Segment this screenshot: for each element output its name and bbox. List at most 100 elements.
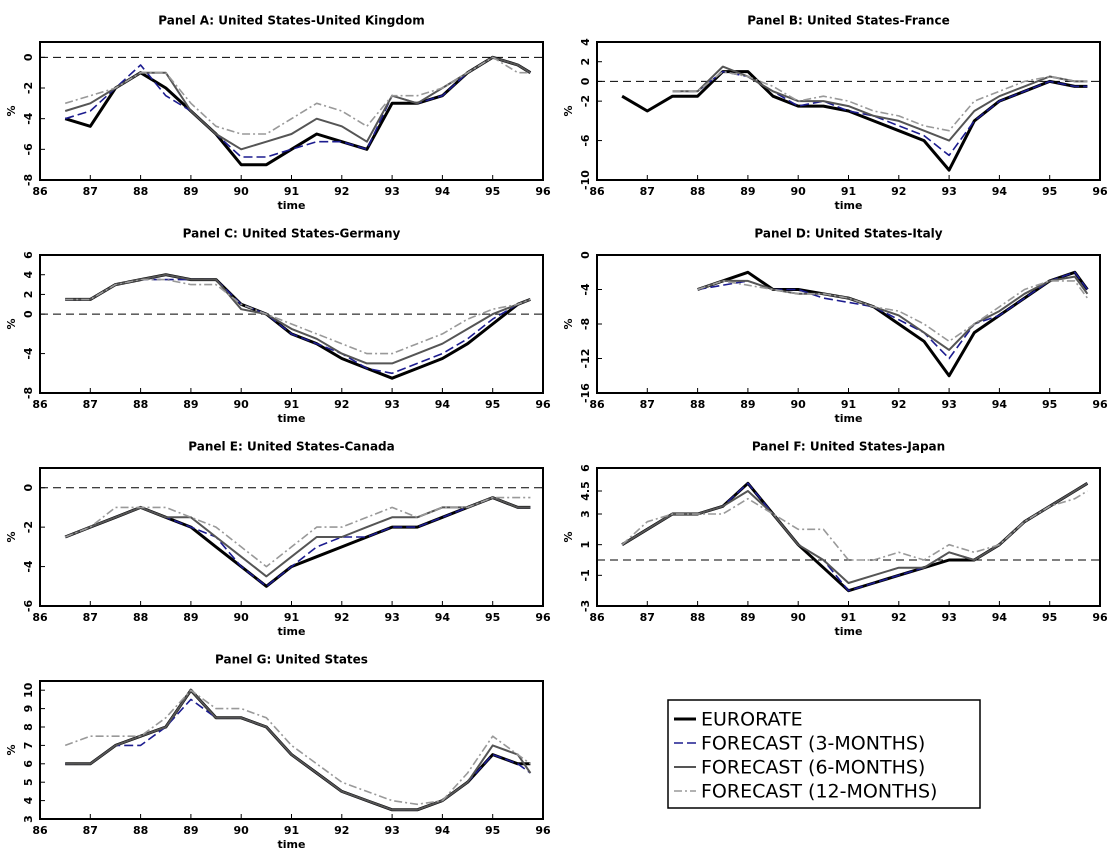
- x-tick-label: 87: [640, 185, 655, 198]
- series-line: [65, 273, 531, 365]
- x-tick-label: 86: [32, 611, 48, 624]
- y-tick-label: -4: [22, 560, 35, 573]
- y-tick-label: 6: [22, 251, 35, 259]
- x-tick-label: 94: [992, 185, 1008, 198]
- y-tick-label: 0: [579, 77, 592, 85]
- x-tick-label: 90: [791, 611, 807, 624]
- series-line: [64, 689, 531, 806]
- x-tick-label: 89: [740, 611, 755, 624]
- x-tick-label: 93: [384, 398, 399, 411]
- x-tick-label: 86: [589, 398, 605, 411]
- y-tick-label: 0: [22, 53, 35, 61]
- x-tick-label: 88: [690, 611, 705, 624]
- x-tick-label: 94: [435, 611, 451, 624]
- legend-label: FORECAST (6-MONTHS): [701, 757, 925, 779]
- x-tick-label: 87: [640, 398, 655, 411]
- y-axis-label: %: [5, 531, 18, 542]
- y-tick-label: -10: [579, 170, 592, 190]
- x-tick-label: 95: [485, 398, 500, 411]
- y-tick-label: 0: [22, 484, 35, 492]
- x-tick-label: 94: [435, 824, 451, 837]
- x-tick-label: 90: [234, 824, 250, 837]
- x-tick-label: 91: [284, 611, 299, 624]
- series-line: [65, 278, 531, 375]
- x-tick-label: 93: [384, 185, 399, 198]
- x-tick-label: 86: [589, 185, 605, 198]
- x-axis-label: time: [278, 625, 306, 638]
- x-tick-label: 91: [284, 185, 299, 198]
- x-tick-label: 90: [791, 185, 807, 198]
- x-tick-label: 89: [740, 185, 755, 198]
- y-tick-label: -2: [579, 95, 592, 107]
- y-tick-label: -4: [579, 283, 592, 296]
- y-tick-label: 9: [22, 705, 35, 713]
- panel-title: Panel A: United States-United Kingdom: [158, 14, 424, 28]
- x-tick-label: 88: [133, 398, 148, 411]
- x-tick-label: 87: [83, 185, 98, 198]
- x-tick-label: 88: [690, 398, 705, 411]
- x-tick-label: 88: [133, 824, 148, 837]
- x-tick-label: 95: [485, 185, 500, 198]
- x-tick-label: 94: [992, 398, 1008, 411]
- plot-frame: [596, 254, 1101, 394]
- x-tick-label: 88: [133, 185, 148, 198]
- x-tick-label: 93: [941, 611, 956, 624]
- x-tick-label: 89: [183, 398, 198, 411]
- y-tick-label: 0: [22, 310, 35, 318]
- x-tick-label: 95: [485, 611, 500, 624]
- x-tick-label: 94: [992, 611, 1008, 624]
- y-tick-label: -6: [22, 143, 35, 156]
- y-tick-label: -4: [22, 347, 35, 360]
- y-tick-label: 6: [579, 464, 592, 472]
- legend-label: EURORATE: [701, 709, 803, 731]
- x-tick-label: 87: [83, 824, 98, 837]
- series-line: [65, 278, 531, 355]
- x-tick-label: 93: [384, 824, 399, 837]
- series-line: [64, 56, 531, 135]
- x-tick-label: 95: [1042, 185, 1057, 198]
- series-line: [672, 70, 1088, 132]
- x-axis-label: time: [278, 838, 306, 848]
- series-line: [697, 271, 1089, 360]
- x-tick-label: 90: [791, 398, 807, 411]
- y-tick-label: 1: [579, 541, 592, 549]
- y-tick-label: 10: [22, 682, 35, 698]
- x-tick-label: 87: [83, 611, 98, 624]
- x-tick-label: 90: [234, 185, 250, 198]
- y-tick-label: -1: [579, 569, 592, 581]
- x-tick-label: 96: [535, 185, 551, 198]
- series-line: [621, 70, 1088, 172]
- x-tick-label: 91: [841, 398, 856, 411]
- x-tick-label: 92: [891, 611, 906, 624]
- series-line: [697, 275, 1089, 351]
- legend-box: [667, 699, 981, 809]
- x-tick-label: 86: [32, 185, 48, 198]
- y-tick-label: -6: [579, 134, 592, 147]
- y-tick-label: -4: [22, 112, 35, 125]
- y-tick-label: 4.5: [579, 481, 592, 501]
- y-axis-label: %: [5, 318, 18, 329]
- series-line: [697, 270, 1089, 378]
- series-line: [621, 490, 1088, 561]
- panel-title: Panel E: United States-Canada: [188, 440, 394, 454]
- panel-title: Panel D: United States-Italy: [754, 227, 942, 241]
- legend-label: FORECAST (3-MONTHS): [701, 733, 925, 755]
- panel-title: Panel B: United States-France: [747, 14, 949, 28]
- x-axis-label: time: [835, 199, 863, 212]
- x-tick-label: 89: [740, 398, 755, 411]
- x-tick-label: 89: [183, 824, 198, 837]
- plot-frame: [596, 41, 1101, 181]
- y-tick-label: 2: [579, 58, 592, 66]
- y-tick-label: 0: [579, 251, 592, 259]
- series-line: [64, 56, 531, 158]
- panel-title: Panel C: United States-Germany: [183, 227, 401, 241]
- x-tick-label: 93: [384, 611, 399, 624]
- y-tick-label: 6: [22, 760, 35, 768]
- y-tick-label: -12: [579, 349, 592, 369]
- y-tick-label: 7: [22, 742, 35, 750]
- x-tick-label: 89: [183, 185, 198, 198]
- y-tick-label: 4: [22, 796, 35, 804]
- series-line: [65, 689, 532, 811]
- x-tick-label: 86: [32, 824, 48, 837]
